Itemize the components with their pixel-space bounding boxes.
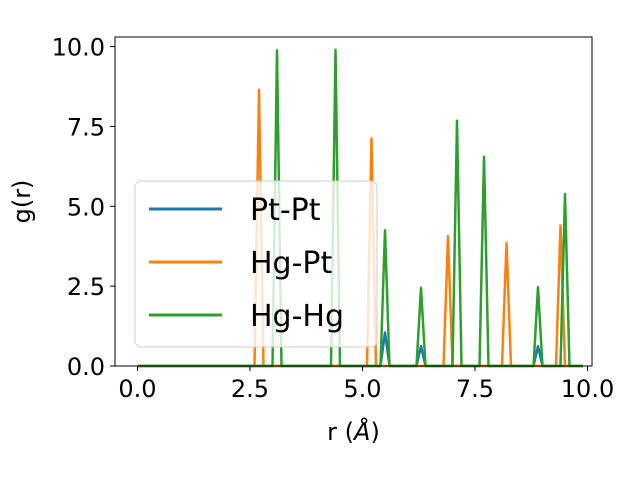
x-axis-label-prefix: r ( — [327, 418, 354, 446]
legend-label-hg-pt: Hg-Pt — [250, 246, 333, 281]
x-axis-ticks: 0.0 2.5 5.0 7.5 10.0 — [118, 366, 614, 403]
x-tick-label: 7.5 — [456, 375, 494, 403]
y-axis-label: g(r) — [8, 180, 36, 224]
x-axis-label-suffix: ) — [370, 418, 379, 446]
y-tick-label: 7.5 — [67, 113, 105, 141]
y-tick-label: 5.0 — [67, 193, 105, 221]
x-axis-label: r (Å) — [327, 417, 380, 446]
x-tick-label: 5.0 — [343, 375, 381, 403]
y-tick-label: 2.5 — [67, 273, 105, 301]
y-axis-ticks: 0.0 2.5 5.0 7.5 10.0 — [52, 34, 115, 381]
legend-label-hg-hg: Hg-Hg — [250, 299, 344, 334]
legend-label-pt-pt: Pt-Pt — [250, 193, 321, 228]
legend: Pt-Pt Hg-Pt Hg-Hg — [134, 180, 378, 348]
x-tick-label: 0.0 — [118, 375, 156, 403]
axes-frame — [114, 36, 593, 367]
series-line-pt-pt — [137, 331, 583, 368]
legend-box — [134, 180, 378, 348]
x-tick-label: 10.0 — [561, 375, 614, 403]
y-tick-label: 0.0 — [67, 353, 105, 381]
x-tick-label: 2.5 — [231, 375, 269, 403]
x-axis-label-unit: Å — [352, 417, 370, 446]
y-tick-label: 10.0 — [52, 34, 105, 62]
